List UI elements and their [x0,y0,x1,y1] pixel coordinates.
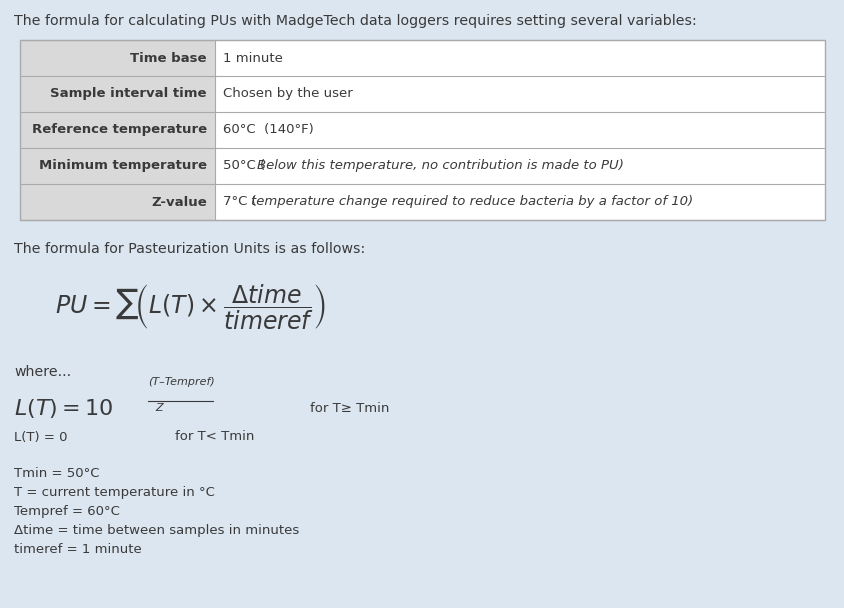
Bar [20,76,214,112]
Text: 50°C (: 50°C ( [223,159,265,173]
Text: The formula for Pasteurization Units is as follows:: The formula for Pasteurization Units is … [14,242,365,256]
Text: L(T) = 0: L(T) = 0 [14,430,68,443]
Text: timeref = 1 minute: timeref = 1 minute [14,543,142,556]
Text: Reference temperature: Reference temperature [32,123,207,137]
Text: 1 minute: 1 minute [223,52,283,64]
Bar [20,184,214,220]
Text: Sample interval time: Sample interval time [51,88,207,100]
Text: Z: Z [154,403,162,413]
Text: Minimum temperature: Minimum temperature [39,159,207,173]
Bar [214,112,824,148]
Text: Tempref = 60°C: Tempref = 60°C [14,505,120,518]
Text: The formula for calculating PUs with MadgeTech data loggers requires setting sev: The formula for calculating PUs with Mad… [14,14,696,28]
Text: T = current temperature in °C: T = current temperature in °C [14,486,214,499]
Bar [214,184,824,220]
Bar [20,40,824,220]
Bar [214,148,824,184]
Text: for T< Tmin: for T< Tmin [175,430,254,443]
Bar [214,76,824,112]
Text: Below this temperature, no contribution is made to PU): Below this temperature, no contribution … [257,159,623,173]
Text: 7°C (: 7°C ( [223,196,257,209]
Text: 60°C  (140°F): 60°C (140°F) [223,123,313,137]
Text: (T–Tempref): (T–Tempref) [148,377,214,387]
Bar [214,40,824,76]
Bar [20,148,214,184]
Text: where...: where... [14,365,71,379]
Text: temperature change required to reduce bacteria by a factor of 10): temperature change required to reduce ba… [251,196,692,209]
Bar [20,112,214,148]
Text: Chosen by the user: Chosen by the user [223,88,352,100]
Text: Time base: Time base [130,52,207,64]
Text: Tmin = 50°C: Tmin = 50°C [14,467,100,480]
Text: Z-value: Z-value [151,196,207,209]
Bar [20,40,214,76]
Text: $PU = \sum\!\left( L(T)\times\dfrac{\Delta time}{timeref} \right)$: $PU = \sum\!\left( L(T)\times\dfrac{\Del… [55,282,325,332]
Text: $L(T) = 10$: $L(T) = 10$ [14,398,113,421]
Text: Δtime = time between samples in minutes: Δtime = time between samples in minutes [14,524,299,537]
Text: for T≥ Tmin: for T≥ Tmin [310,402,389,415]
